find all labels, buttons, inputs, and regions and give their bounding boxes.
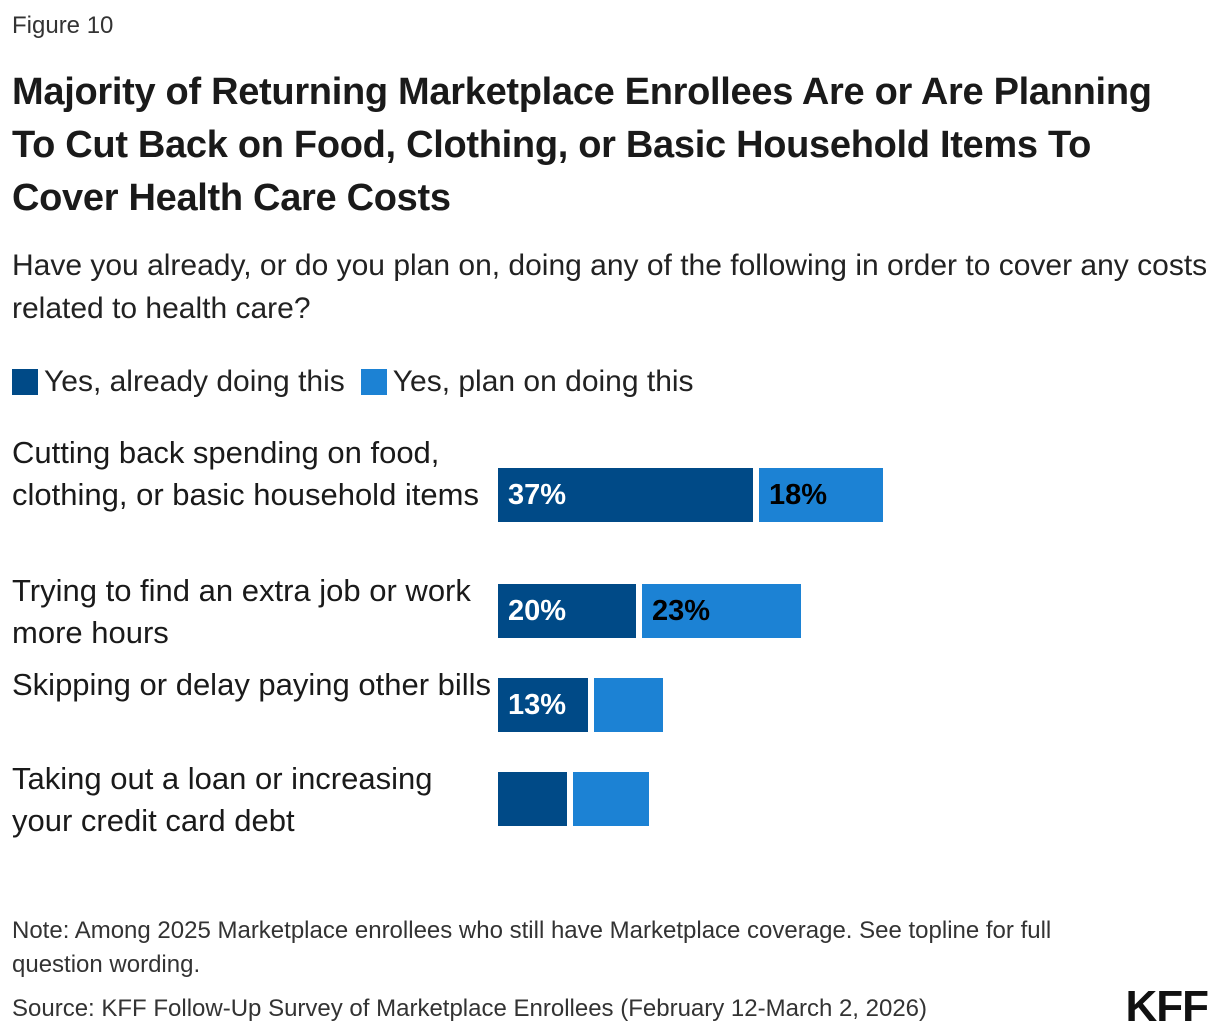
- chart-subtitle: Have you already, or do you plan on, doi…: [12, 249, 1208, 325]
- legend-item-plan: Yes, plan on doing this: [360, 365, 694, 399]
- bar-plan: [573, 772, 649, 826]
- data-label: 13%: [508, 689, 567, 721]
- bar-plan: 23%: [642, 584, 801, 638]
- data-label: 20%: [508, 595, 567, 627]
- category-label: Taking out a loan or increasing your cre…: [12, 761, 433, 838]
- bar-chart: Cutting back spending on food, clothing,…: [0, 430, 1220, 850]
- legend-swatch-already: [12, 369, 38, 395]
- bar-already: 20%: [498, 584, 636, 638]
- bar-already: 13%: [498, 678, 588, 732]
- data-label: 18%: [769, 479, 828, 511]
- data-label: 23%: [652, 595, 711, 627]
- figure-label: Figure 10: [12, 12, 114, 39]
- chart-note: Note: Among 2025 Marketplace enrollees w…: [12, 917, 1052, 978]
- chart-title: Majority of Returning Marketplace Enroll…: [12, 71, 1152, 219]
- legend-label-plan: Yes, plan on doing this: [392, 365, 694, 398]
- legend-swatch-plan: [360, 369, 387, 395]
- legend-item-already: Yes, already doing this: [12, 365, 345, 399]
- chart-source: Source: KFF Follow-Up Survey of Marketpl…: [12, 995, 928, 1022]
- bar-already: 37%: [498, 468, 753, 522]
- legend-label-already: Yes, already doing this: [44, 365, 345, 398]
- kff-logo: KFF: [1125, 982, 1209, 1031]
- chart-legend: Yes, already doing this Yes, plan on doi…: [12, 362, 710, 402]
- category-label: Trying to find an extra job or work more…: [12, 573, 471, 650]
- data-label: 37%: [508, 479, 567, 511]
- bar-plan: [594, 678, 663, 732]
- category-label: Skipping or delay paying other bills: [12, 667, 492, 702]
- bar-plan: 18%: [759, 468, 883, 522]
- category-label: Cutting back spending on food, clothing,…: [12, 435, 479, 512]
- bar-already: [498, 772, 567, 826]
